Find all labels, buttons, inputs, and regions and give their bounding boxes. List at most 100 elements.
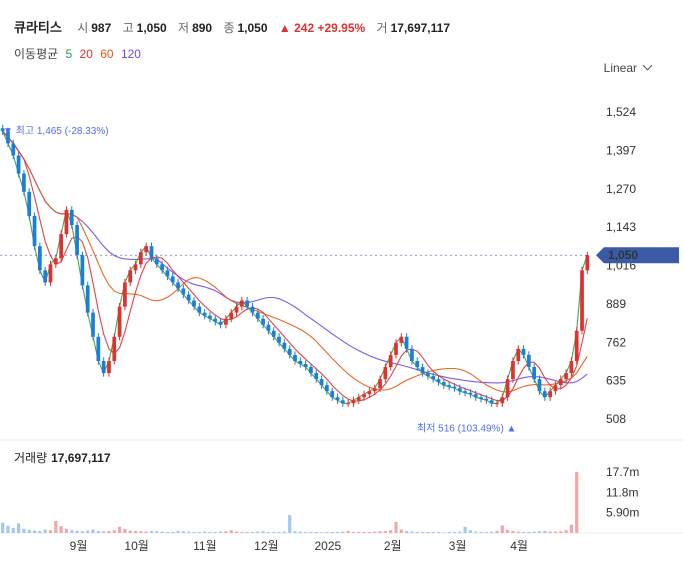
volume-bar bbox=[133, 530, 138, 533]
candle-body bbox=[32, 215, 37, 247]
current-price-label: 1,050 bbox=[608, 248, 638, 262]
candle-body bbox=[213, 318, 218, 322]
candle-body bbox=[75, 225, 79, 256]
candle-body bbox=[441, 382, 446, 386]
volume-bar bbox=[218, 531, 223, 533]
volume-bar bbox=[362, 531, 366, 533]
volume-bar bbox=[11, 527, 15, 533]
volume-bar bbox=[165, 531, 170, 533]
ma-20: 20 bbox=[79, 47, 93, 61]
candle-body bbox=[585, 255, 590, 271]
candle-body bbox=[484, 398, 489, 401]
candle-body bbox=[558, 379, 563, 386]
candle-body bbox=[43, 270, 48, 283]
candle-body bbox=[117, 306, 122, 337]
stock-header: 큐라티스 시 987 고 1,050 저 890 종 1,050 ▲ 242 +29.9… bbox=[14, 17, 458, 36]
volume-bar bbox=[181, 531, 185, 533]
volume-bar bbox=[373, 531, 377, 533]
volume-bar bbox=[495, 530, 499, 533]
volume-bar bbox=[500, 525, 504, 533]
close-value: 1,050 bbox=[237, 21, 268, 35]
volume-bar bbox=[314, 531, 318, 533]
volume-bar bbox=[277, 531, 281, 533]
change-up-icon: ▲ bbox=[278, 21, 291, 35]
volume-bar bbox=[335, 531, 340, 533]
candle-body bbox=[96, 336, 101, 361]
volume-bar bbox=[91, 529, 95, 533]
candle-body bbox=[404, 336, 409, 349]
volume-bar bbox=[319, 532, 324, 533]
volume-bar bbox=[112, 530, 116, 533]
candle-body bbox=[293, 354, 297, 361]
volume-bar bbox=[43, 529, 47, 533]
high-label: 고 bbox=[122, 21, 134, 35]
volume-bar bbox=[59, 526, 63, 533]
volume-value: 17,697,117 bbox=[390, 21, 450, 35]
x-tick-label: 3월 bbox=[449, 539, 467, 553]
candle-body bbox=[489, 400, 494, 404]
volume-panel-value: 17,697,117 bbox=[51, 451, 111, 465]
volume-bar bbox=[187, 531, 191, 533]
candle-body bbox=[452, 386, 457, 389]
scale-value: Linear bbox=[603, 61, 637, 75]
candle-body bbox=[574, 330, 579, 361]
volume-bar bbox=[431, 531, 435, 533]
candle-body bbox=[91, 312, 95, 337]
candle-body bbox=[69, 209, 74, 226]
high-annotation: ▼ 최고 1,465 (-28.33%) bbox=[3, 125, 109, 137]
candle-body bbox=[229, 312, 234, 319]
volume-bar bbox=[415, 531, 419, 533]
candle-body bbox=[287, 348, 292, 355]
candle-body bbox=[261, 318, 265, 325]
volume-bar bbox=[543, 530, 547, 533]
candle-body bbox=[176, 282, 180, 289]
volume-bar bbox=[288, 515, 292, 533]
price-tick-label: 508 bbox=[606, 412, 626, 426]
volume-bar bbox=[160, 531, 164, 533]
volume-bar bbox=[410, 531, 414, 533]
x-tick-label: 9월 bbox=[70, 539, 88, 553]
candle-body bbox=[367, 391, 372, 395]
volume-bar bbox=[399, 529, 403, 533]
candle-body bbox=[527, 354, 531, 368]
candle-body bbox=[378, 379, 382, 389]
volume-bar bbox=[17, 523, 21, 533]
volume-bar bbox=[346, 530, 350, 533]
candle-body bbox=[192, 300, 196, 307]
volume-bar bbox=[405, 530, 409, 533]
volume-panel-label: 거래량 bbox=[14, 451, 48, 465]
price-tick-label: 1,270 bbox=[606, 182, 636, 196]
volume-bar bbox=[479, 531, 483, 533]
candle-body bbox=[553, 385, 558, 392]
volume-bar bbox=[559, 531, 563, 533]
candle-body bbox=[0, 128, 5, 132]
candle-body bbox=[511, 360, 515, 380]
scale-selector[interactable]: Linear bbox=[603, 60, 653, 75]
candle-body bbox=[245, 300, 250, 307]
volume-bar bbox=[64, 528, 69, 533]
volume-bar bbox=[282, 531, 286, 533]
x-tick-label: 2025 bbox=[314, 539, 341, 553]
volume-bar bbox=[463, 526, 467, 533]
volume-tick-label: 5.90m bbox=[606, 506, 639, 520]
candle-body bbox=[154, 258, 159, 265]
close-label: 종 bbox=[223, 21, 235, 35]
candle-body bbox=[186, 294, 191, 301]
candle-body bbox=[500, 397, 505, 404]
volume-bar bbox=[426, 531, 430, 533]
candle-body bbox=[420, 367, 425, 374]
volume-bar bbox=[341, 531, 345, 533]
volume-bar bbox=[442, 532, 446, 533]
volume-bar bbox=[548, 531, 552, 533]
candle-body bbox=[548, 391, 552, 398]
candle-body bbox=[282, 342, 287, 349]
candle-body bbox=[197, 306, 202, 313]
volume-bar bbox=[569, 524, 573, 533]
volume-bar bbox=[213, 531, 217, 533]
candle-body bbox=[457, 388, 462, 392]
candle-body bbox=[394, 342, 398, 355]
candle-body bbox=[309, 367, 313, 374]
stock-name: 큐라티스 bbox=[14, 20, 62, 35]
candle-body bbox=[521, 348, 526, 355]
